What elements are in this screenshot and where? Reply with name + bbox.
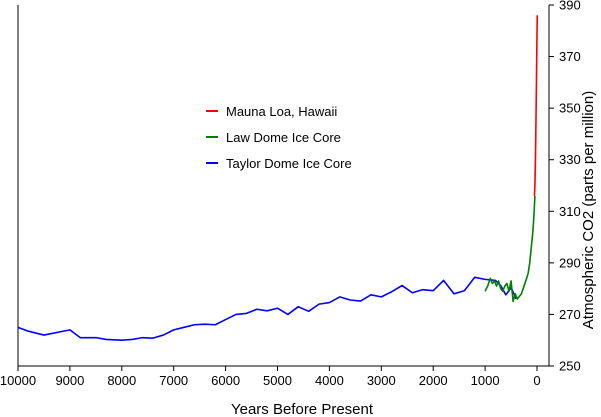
x-tick-label: 7000: [159, 373, 188, 388]
axes: 10000 9000 8000 7000 6000 5000 4000 3000 2000 100…: [0, 0, 581, 388]
x-tick-label: 3000: [367, 373, 396, 388]
y-tick-label: 310: [559, 204, 581, 219]
y-tick-label: 330: [559, 152, 581, 167]
y-tick-label: 370: [559, 49, 581, 64]
plot-area: [17, 15, 539, 342]
x-tick-label: 8000: [107, 373, 136, 388]
x-tick-label: 0: [533, 373, 540, 388]
y-tick-label: 270: [559, 307, 581, 322]
x-tick-label: 4000: [315, 373, 344, 388]
x-tick-label: 6000: [211, 373, 240, 388]
x-tick-label: 9000: [55, 373, 84, 388]
legend-label-taylor-dome-ice-core: Taylor Dome Ice Core: [226, 156, 352, 171]
series-line-taylor-dome-ice-core: [17, 276, 517, 342]
series-line-mauna-loa-hawaii: [533, 15, 539, 196]
y-axis-label: Atmospheric CO2 (parts per million): [580, 91, 597, 329]
y-tick-label: 250: [559, 359, 581, 374]
x-tick-label: 2000: [419, 373, 448, 388]
x-tick-label: 5000: [263, 373, 292, 388]
series-line-law-dome-ice-core: [484, 195, 536, 303]
x-tick-label: 10000: [0, 373, 36, 388]
legend-label-law-dome-ice-core: Law Dome Ice Core: [226, 130, 341, 145]
legend: Mauna Loa, Hawaii Law Dome Ice Core Taylor…: [206, 104, 352, 171]
legend-label-mauna-loa-hawaii: Mauna Loa, Hawaii: [226, 104, 337, 119]
y-tick-label: 290: [559, 255, 581, 270]
x-tick-label: 1000: [471, 373, 500, 388]
y-tick-label: 350: [559, 101, 581, 116]
y-tick-label: 390: [559, 0, 581, 13]
x-axis-label: Years Before Present: [231, 401, 374, 417]
